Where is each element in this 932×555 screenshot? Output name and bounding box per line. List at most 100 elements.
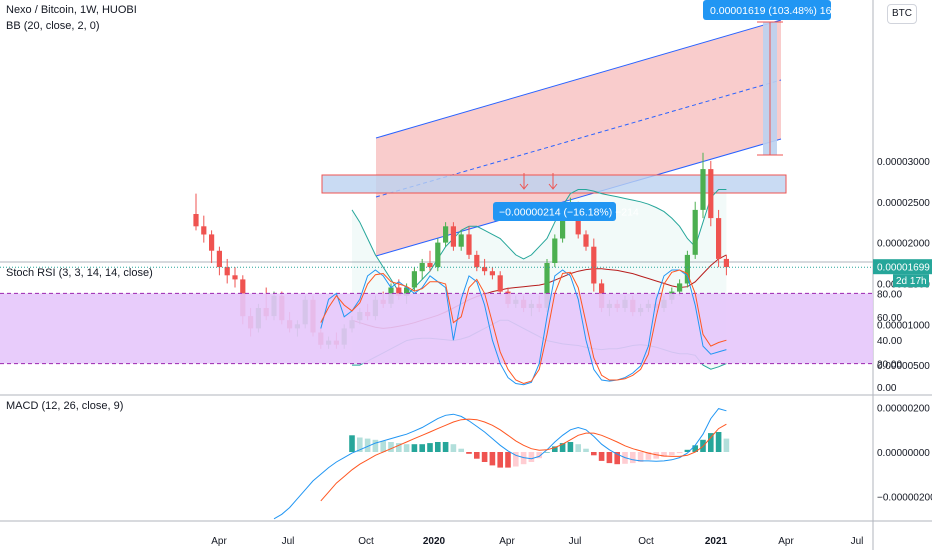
candle-body [193, 214, 199, 227]
macd-histogram-bar [583, 448, 589, 452]
candle-body [497, 275, 503, 292]
time-tick-label: Apr [778, 536, 794, 547]
macd-histogram-bar [450, 444, 457, 452]
candle-body [552, 238, 558, 263]
macd-legend: MACD (12, 26, close, 9) [6, 400, 124, 412]
stoch-tick-label: 40.00 [877, 336, 902, 347]
macd-histogram-bar [575, 444, 581, 452]
price-tick-label: 0.00003000 [877, 157, 930, 168]
drawdown-badge [493, 202, 616, 221]
price-tick-label: 0.00002000 [877, 239, 930, 250]
candle-body [677, 283, 683, 292]
macd-histogram-bar [528, 452, 535, 462]
price-tick-label: 0.00001000 [877, 320, 930, 331]
macd-histogram-bar [645, 452, 652, 460]
macd-histogram-bar [388, 442, 394, 452]
drawdown-label: −0.00000214 (−16.18%) −214 [499, 207, 639, 219]
candle-body [224, 267, 230, 276]
macd-histogram-bar [669, 452, 675, 456]
macd-histogram-bar [458, 448, 464, 452]
time-tick-label: Apr [211, 536, 227, 547]
stoch-band [0, 293, 873, 364]
price-tick-label: 0.00000500 [877, 361, 930, 372]
candle-body [700, 169, 706, 210]
price-tick-label: 0.00002500 [877, 198, 930, 209]
candle-body [427, 263, 433, 268]
stoch-tick-label: 0.00 [877, 383, 897, 394]
symbol-legend: Nexo / Bitcoin, 1W, HUOBI [6, 4, 137, 16]
macd-histogram-bar [684, 449, 691, 452]
candle-body [216, 250, 222, 268]
macd-histogram-bar [442, 442, 449, 452]
candle-body [583, 234, 589, 247]
macd-histogram-bar [380, 440, 386, 452]
time-tick-label: Oct [358, 536, 374, 547]
drawdown-arrow-head [519, 183, 529, 190]
price-range-label: 0.00001619 (103.48%) 1619 [710, 5, 843, 17]
macd-histogram-bar [723, 438, 730, 452]
candle-body [450, 226, 456, 247]
macd-histogram-bar [715, 432, 722, 452]
time-tick-label: Oct [638, 536, 654, 547]
candle-body [404, 287, 410, 296]
macd-histogram-bar [489, 452, 496, 466]
time-tick-label: Jul [282, 536, 295, 547]
macd-histogram-bar [427, 443, 433, 452]
support-zone [321, 174, 787, 194]
price-range-badge [703, 0, 831, 20]
candle-body [443, 226, 449, 243]
candle-body [419, 263, 425, 272]
drawdown-arrow-head [548, 183, 558, 190]
macd-histogram-bar [403, 444, 410, 452]
macd-histogram-bar [544, 452, 550, 453]
candle-body [209, 234, 215, 251]
macd-histogram-bar [606, 452, 613, 464]
macd-histogram-bar [435, 442, 441, 452]
candle-body [458, 234, 464, 247]
candle-body [708, 169, 714, 219]
bb-legend: BB (20, close, 2, 0) [6, 20, 100, 32]
candle-body [684, 254, 690, 284]
last-price-label: 0.00001699 [877, 263, 930, 274]
stoch-d-line [320, 269, 727, 385]
macd-histogram-bar [637, 452, 644, 462]
candle-body [474, 254, 480, 268]
macd-histogram-bar [559, 443, 566, 452]
macd-histogram-bar [372, 439, 379, 452]
macd-histogram-bar [364, 438, 371, 452]
macd-histogram-bar [357, 437, 363, 452]
macd-signal-line [320, 418, 727, 502]
candle-body [591, 246, 597, 284]
macd-histogram-bar [505, 452, 511, 468]
macd-histogram-bar [630, 452, 636, 464]
macd-histogram-bar [552, 446, 558, 452]
macd-line [273, 408, 727, 520]
time-tick-label: Jul [851, 536, 864, 547]
countdown-label: 2d 17h [896, 276, 927, 287]
candle-body [560, 209, 566, 239]
macd-histogram-bar [349, 435, 355, 452]
macd-histogram-bar [474, 452, 480, 459]
last-price-badge [873, 259, 932, 275]
time-tick-label: Jul [569, 536, 582, 547]
candle-body [201, 226, 207, 235]
stoch-rsi-legend: Stoch RSI (3, 3, 14, 14, close) [6, 267, 153, 279]
countdown-badge [893, 274, 929, 288]
macd-histogram-bar [466, 452, 472, 454]
candle-body [482, 267, 488, 272]
candle-body [411, 271, 417, 288]
stoch-tick-label: 80.00 [877, 289, 902, 300]
candle-body [544, 263, 550, 308]
macd-histogram-bar [614, 452, 620, 465]
candle-body [716, 218, 722, 259]
macd-tick-label: 0.00000200 [877, 404, 930, 415]
macd-histogram-bar [708, 433, 714, 452]
macd-histogram-bar [692, 445, 698, 452]
channel-upper-line [375, 19, 782, 139]
macd-histogram-bar [661, 452, 667, 457]
currency-button[interactable]: BTC [887, 4, 917, 24]
candle-body [435, 242, 441, 268]
macd-histogram-bar [497, 452, 503, 468]
